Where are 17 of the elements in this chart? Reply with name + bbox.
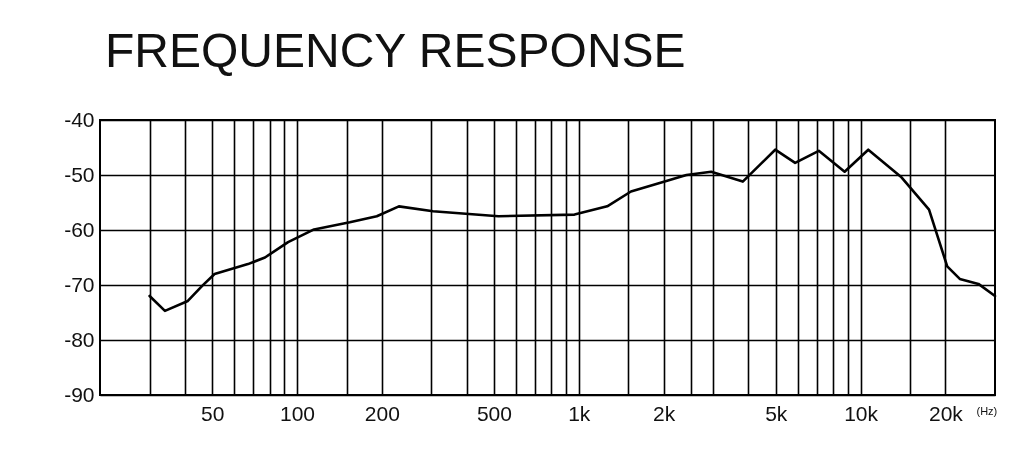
y-tick-label: -40: [64, 107, 95, 131]
x-axis-title: (Hz): [976, 404, 998, 417]
x-tick-label: 500: [476, 401, 512, 425]
x-tick-label: 5k: [765, 401, 788, 425]
x-tick-label: 100: [279, 401, 315, 425]
x-tick-label: 1k: [568, 401, 591, 425]
x-tick-label: 10k: [844, 401, 879, 425]
y-tick-label: -50: [64, 162, 95, 186]
chart-title: FREQUENCY RESPONSE: [105, 24, 686, 77]
x-tick-label: 50: [200, 401, 225, 425]
y-tick-label: -80: [64, 327, 95, 351]
y-tick-label: -60: [64, 217, 95, 241]
x-tick-label: 20k: [928, 401, 964, 425]
x-tick-label: 200: [364, 401, 400, 425]
x-tick-label: 2k: [652, 401, 676, 425]
y-tick-label: -70: [64, 272, 95, 296]
y-tick-label: -90: [64, 382, 95, 406]
